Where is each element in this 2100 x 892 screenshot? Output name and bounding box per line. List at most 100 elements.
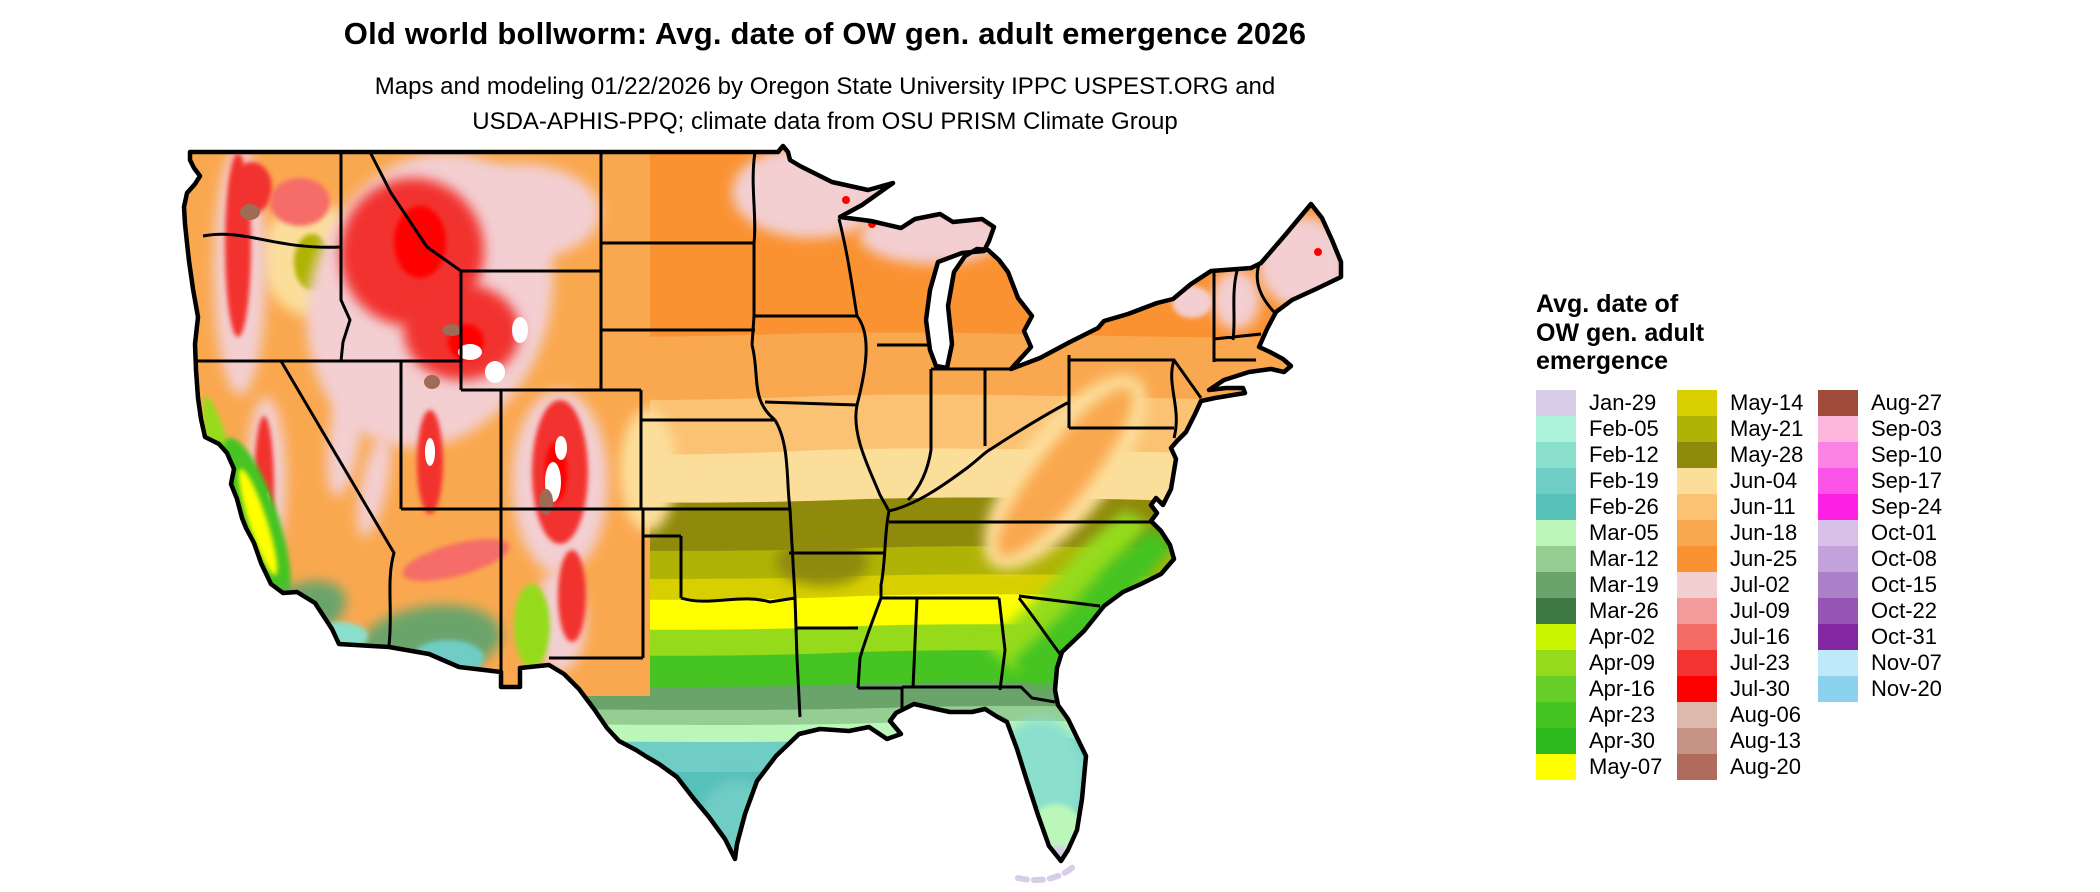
legend-entry: Oct-31 [1818,623,1949,650]
us-outline [181,143,1344,864]
legend-entry: Apr-09 [1536,649,1667,676]
legend-entry: Mar-26 [1536,597,1667,624]
legend-entry: May-21 [1677,415,1808,442]
legend-swatch [1818,493,1858,520]
legend-entry-label: Aug-13 [1730,727,1801,753]
legend-entry: Feb-12 [1536,441,1667,468]
subtitle-line-1: Maps and modeling 01/22/2026 by Oregon S… [374,73,1276,100]
legend-entry-label: Jul-23 [1730,649,1790,675]
legend-entry: Jul-16 [1677,623,1808,650]
legend-entry-label: Sep-24 [1871,493,1942,519]
sangre-de-cristo-red [558,550,586,642]
legend-entry-label: May-14 [1730,389,1804,415]
legend-swatch [1536,649,1576,676]
legend-swatch [1536,753,1576,780]
central-valley-yellow [238,468,278,576]
map-header: Old world bollworm: Avg. date of OW gen.… [280,16,1370,140]
legend-swatch [1536,389,1576,416]
legend-entry-label: May-28 [1730,441,1804,467]
legend-swatch [1818,545,1858,572]
legend-swatch [1677,727,1717,754]
brown-fleck-1 [442,324,462,336]
legend-entry-label: Apr-23 [1589,701,1656,727]
legend-entry: Apr-23 [1536,701,1667,728]
legend-swatch [1677,623,1717,650]
legend-entry: Jun-04 [1677,467,1808,494]
legend-swatch [1536,415,1576,442]
legend-swatch [1677,753,1717,780]
legend-entry: Jul-09 [1677,597,1808,624]
legend-entry: May-28 [1677,441,1808,468]
legend-entry: Aug-13 [1677,727,1808,754]
band-feb-26 [184,768,1341,861]
legend-entry: May-07 [1536,753,1667,780]
peak-white-1 [458,344,482,360]
legend-entry: Oct-22 [1818,597,1949,624]
legend-swatch [1536,727,1576,754]
legend-entry-label: Apr-09 [1589,649,1656,675]
legend-columns: Jan-29 Feb-05 Feb-12 Feb-19 Feb-26 Mar-05 Mar-… [1536,389,2096,780]
legend-entry-label: Mar-12 [1589,545,1659,571]
legend-col-1: Jan-29 Feb-05 Feb-12 Feb-19 Feb-26 Mar-05 Mar-… [1536,389,1667,780]
legend-entry-label: Oct-31 [1871,623,1938,649]
legend-swatch [1818,519,1858,546]
legend-entry-label: Oct-15 [1871,571,1938,597]
legend-entry: Aug-27 [1818,389,1949,416]
legend-entry-label: May-21 [1730,415,1804,441]
legend-entry: Oct-08 [1818,545,1949,572]
legend-entry: Sep-17 [1818,467,1949,494]
legend-entry-label: Jun-25 [1730,545,1798,571]
legend-entry: Nov-07 [1818,649,1949,676]
nevada-pink-streak-1 [326,373,364,497]
legend-entry: Feb-19 [1536,467,1667,494]
legend-entry-label: Jul-02 [1730,571,1790,597]
legend: Avg. date of OW gen. adult emergence Jan… [1536,290,2096,780]
legend-swatch [1536,519,1576,546]
legend-swatch [1536,441,1576,468]
high-plains-cream [620,408,676,532]
coastal-chartreuse-strip [985,510,1150,672]
coastal-green-strip [1012,528,1175,688]
legend-swatch [1536,467,1576,494]
legend-entry-label: Nov-07 [1871,649,1942,675]
new-mexico-green-streak [514,584,550,668]
legend-swatch [1818,389,1858,416]
legend-entry: Jun-11 [1677,493,1808,520]
legend-entry-label: Apr-16 [1589,675,1656,701]
legend-entry: Jun-18 [1677,519,1808,546]
legend-entry: Jul-23 [1677,649,1808,676]
legend-entry-label: Jun-18 [1730,519,1798,545]
brown-fleck-4 [240,204,260,220]
legend-entry: Oct-01 [1818,519,1949,546]
legend-swatch [1818,441,1858,468]
legend-entry: Jun-25 [1677,545,1808,572]
legend-swatch [1677,415,1717,442]
legend-swatch [1818,571,1858,598]
legend-entry: Feb-26 [1536,493,1667,520]
legend-entry-label: Sep-03 [1871,415,1942,441]
peak-white-5 [425,438,435,466]
legend-swatch [1677,545,1717,572]
brown-fleck-2 [424,375,440,389]
legend-swatch [1677,649,1717,676]
legend-entry-label: Jul-16 [1730,623,1790,649]
peak-white-3 [555,436,567,460]
legend-entry-label: Oct-22 [1871,597,1938,623]
legend-col-3: Aug-27 Sep-03 Sep-10 Sep-17 Sep-24 Oct-01 Oct-… [1818,389,1949,780]
legend-swatch [1677,467,1717,494]
legend-entry-label: May-07 [1589,753,1663,779]
legend-title: Avg. date of OW gen. adult emergence [1536,290,1705,375]
legend-entry: Mar-19 [1536,571,1667,598]
legend-entry: Aug-20 [1677,753,1808,780]
legend-entry-label: Aug-20 [1730,753,1801,779]
legend-entry-label: Mar-19 [1589,571,1659,597]
north-cascades-red [232,162,272,214]
legend-entry-label: Aug-27 [1871,389,1942,415]
peak-white-7 [485,361,505,383]
florida-mint [1026,804,1086,861]
legend-entry-label: Mar-05 [1589,519,1659,545]
legend-entry: Sep-24 [1818,493,1949,520]
legend-swatch [1536,701,1576,728]
legend-swatch [1818,675,1858,702]
